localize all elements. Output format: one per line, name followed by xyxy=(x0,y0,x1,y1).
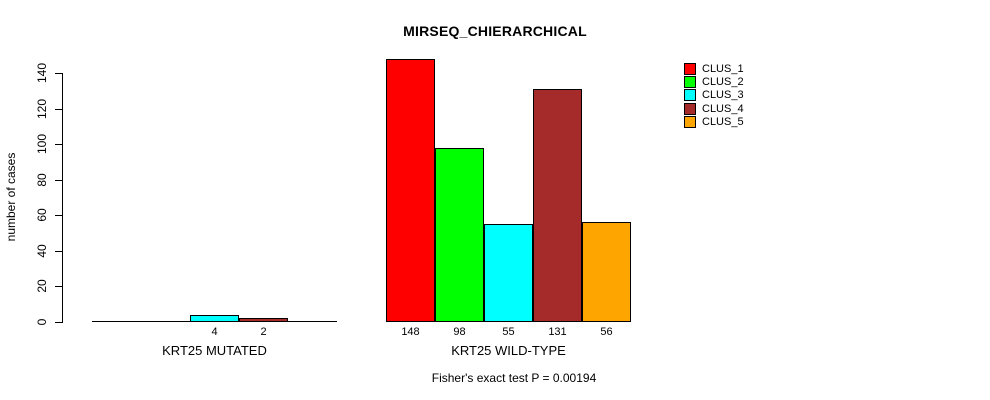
legend-item: CLUS_3 xyxy=(684,89,744,102)
bar-value-label: 2 xyxy=(260,326,267,338)
y-axis-line xyxy=(62,73,63,323)
legend-swatch-icon xyxy=(684,63,696,75)
y-axis-label: number of cases xyxy=(4,152,18,242)
bar-value-label: 148 xyxy=(401,326,420,338)
y-tick-label: 40 xyxy=(35,244,49,258)
x-group-label: KRT25 WILD-TYPE xyxy=(451,343,566,358)
y-axis-tick xyxy=(55,73,62,74)
y-axis-tick xyxy=(55,180,62,181)
y-axis-tick xyxy=(55,215,62,216)
legend-label: CLUS_4 xyxy=(702,102,744,115)
legend-label: CLUS_2 xyxy=(702,76,744,89)
bar-value-label: 55 xyxy=(502,326,515,338)
bar-clus-4 xyxy=(239,318,288,322)
legend-item: CLUS_5 xyxy=(684,115,744,128)
bar-value-label: 98 xyxy=(453,326,466,338)
legend-item: CLUS_2 xyxy=(684,76,744,89)
y-tick-label: 0 xyxy=(35,318,49,326)
bar-clus-5 xyxy=(288,321,337,322)
y-axis-tick xyxy=(55,322,62,323)
bar-value-label: 131 xyxy=(548,326,567,338)
chart-title: MIRSEQ_CHIERARCHICAL xyxy=(403,23,587,39)
legend-swatch-icon xyxy=(684,102,696,115)
bar-clus-1 xyxy=(386,59,435,322)
bar-value-label: 4 xyxy=(211,326,218,338)
y-axis-tick xyxy=(55,251,62,252)
legend-swatch-icon xyxy=(684,115,696,128)
legend-label: CLUS_3 xyxy=(702,89,744,102)
y-axis-tick xyxy=(55,286,62,287)
y-tick-label: 60 xyxy=(35,208,49,222)
legend-swatch-icon xyxy=(684,89,696,102)
legend-item: CLUS_4 xyxy=(684,102,744,115)
y-tick-label: 120 xyxy=(35,98,49,120)
y-tick-label: 80 xyxy=(35,173,49,187)
x-group-label: KRT25 MUTATED xyxy=(162,343,267,358)
y-axis-tick xyxy=(55,144,62,145)
bar-clus-3 xyxy=(484,224,533,322)
bar-clus-4 xyxy=(533,89,582,322)
bar-clus-1 xyxy=(92,321,141,322)
y-tick-label: 100 xyxy=(35,133,49,155)
legend-swatch-icon xyxy=(684,76,696,89)
y-axis-tick xyxy=(55,109,62,110)
bar-value-label: 56 xyxy=(600,326,613,338)
legend-label: CLUS_1 xyxy=(702,63,744,75)
bar-clus-2 xyxy=(141,321,190,322)
legend-item: CLUS_1 xyxy=(684,63,744,75)
legend-label: CLUS_5 xyxy=(702,115,744,128)
caption-fishers-test: Fisher's exact test P = 0.00194 xyxy=(431,371,597,385)
bar-clus-2 xyxy=(435,148,484,322)
legend: CLUS_1 CLUS_2 CLUS_3 CLUS_4 CLUS_5 xyxy=(684,63,744,129)
y-tick-label: 20 xyxy=(35,279,49,293)
bar-clus-5 xyxy=(582,222,631,322)
bar-clus-3 xyxy=(190,315,239,322)
y-tick-label: 140 xyxy=(35,62,49,84)
